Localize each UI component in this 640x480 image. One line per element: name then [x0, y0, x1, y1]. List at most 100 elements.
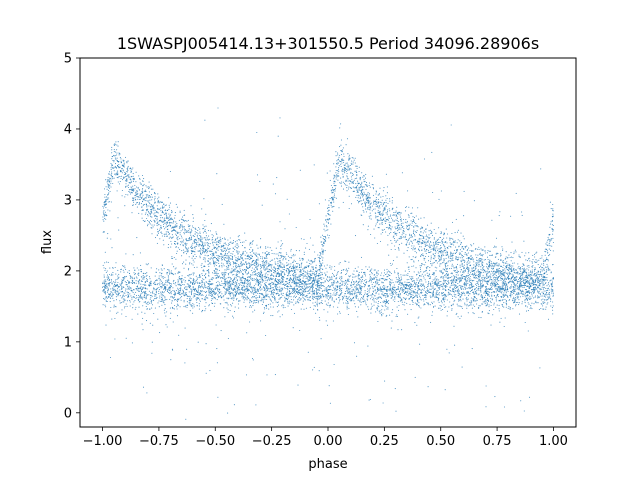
data-point [424, 240, 426, 242]
data-point [224, 238, 226, 240]
data-point [166, 311, 168, 313]
data-point [522, 279, 524, 281]
data-point [316, 269, 318, 271]
data-point [538, 296, 540, 298]
data-point [420, 217, 422, 219]
data-point [220, 284, 222, 287]
data-point [207, 242, 209, 244]
data-point [190, 305, 192, 307]
data-point [431, 231, 433, 233]
data-point [146, 308, 148, 310]
data-point [514, 287, 516, 289]
data-point [176, 315, 179, 317]
data-point [336, 280, 339, 282]
data-point [298, 277, 300, 279]
data-point [237, 275, 239, 277]
data-point [278, 298, 280, 300]
data-point [169, 298, 171, 300]
data-point [373, 269, 375, 271]
data-point [395, 241, 397, 243]
data-point [460, 243, 462, 245]
data-point [244, 299, 246, 301]
data-point [111, 282, 113, 284]
data-point [455, 258, 457, 260]
data-point [538, 309, 540, 311]
data-point [236, 273, 238, 275]
data-point [187, 250, 189, 252]
data-point [379, 289, 381, 291]
data-point [368, 205, 370, 207]
data-point [459, 252, 461, 254]
data-point [357, 278, 359, 280]
data-point [508, 271, 510, 273]
data-point [317, 291, 319, 294]
data-point [420, 265, 423, 267]
data-point [257, 290, 259, 292]
data-point [478, 316, 480, 318]
data-point [129, 176, 131, 178]
data-point [118, 183, 121, 185]
data-point [141, 189, 143, 191]
data-point [485, 301, 487, 303]
data-point [462, 285, 464, 287]
data-point [201, 290, 203, 292]
data-point [430, 248, 432, 250]
data-point [112, 159, 114, 162]
data-point [196, 236, 198, 238]
data-point [437, 307, 440, 309]
data-point [311, 294, 313, 296]
data-point [189, 237, 191, 239]
data-point [171, 296, 173, 298]
data-point [368, 308, 370, 310]
data-point [421, 288, 423, 290]
data-point [227, 289, 229, 291]
data-point [293, 272, 296, 274]
data-point [337, 282, 339, 284]
data-point [201, 291, 203, 293]
data-point [437, 296, 439, 298]
data-point [502, 260, 504, 262]
data-point [358, 292, 360, 294]
data-point [374, 203, 376, 205]
data-point [333, 275, 335, 277]
data-point [477, 282, 479, 284]
data-point [192, 255, 194, 257]
data-point [476, 280, 478, 283]
data-point [144, 297, 146, 299]
data-point [335, 169, 337, 172]
data-point [253, 285, 255, 287]
data-point [302, 268, 304, 270]
data-point [434, 296, 436, 299]
data-point [115, 299, 118, 301]
data-point [234, 282, 236, 284]
data-point [322, 249, 324, 251]
data-point [401, 242, 403, 244]
data-point [389, 200, 391, 202]
data-point [332, 294, 334, 296]
data-point [456, 303, 458, 305]
data-point [186, 306, 188, 308]
data-point [443, 254, 445, 257]
data-point [432, 279, 434, 281]
data-point [324, 300, 326, 302]
data-point [290, 298, 292, 301]
data-point [321, 296, 323, 298]
data-point [331, 272, 334, 274]
data-point [466, 303, 468, 305]
data-point [180, 226, 182, 228]
data-point [197, 289, 199, 291]
data-point [519, 289, 522, 291]
data-point [189, 310, 191, 312]
data-point [400, 280, 402, 282]
data-point [357, 316, 359, 318]
data-point [351, 182, 353, 184]
data-point [546, 268, 548, 271]
data-point [436, 280, 438, 282]
data-point [245, 297, 247, 299]
data-point [282, 295, 284, 297]
data-point [525, 294, 527, 296]
data-point [102, 264, 104, 266]
data-point [459, 287, 462, 289]
data-point [176, 226, 178, 228]
data-point [214, 297, 216, 299]
